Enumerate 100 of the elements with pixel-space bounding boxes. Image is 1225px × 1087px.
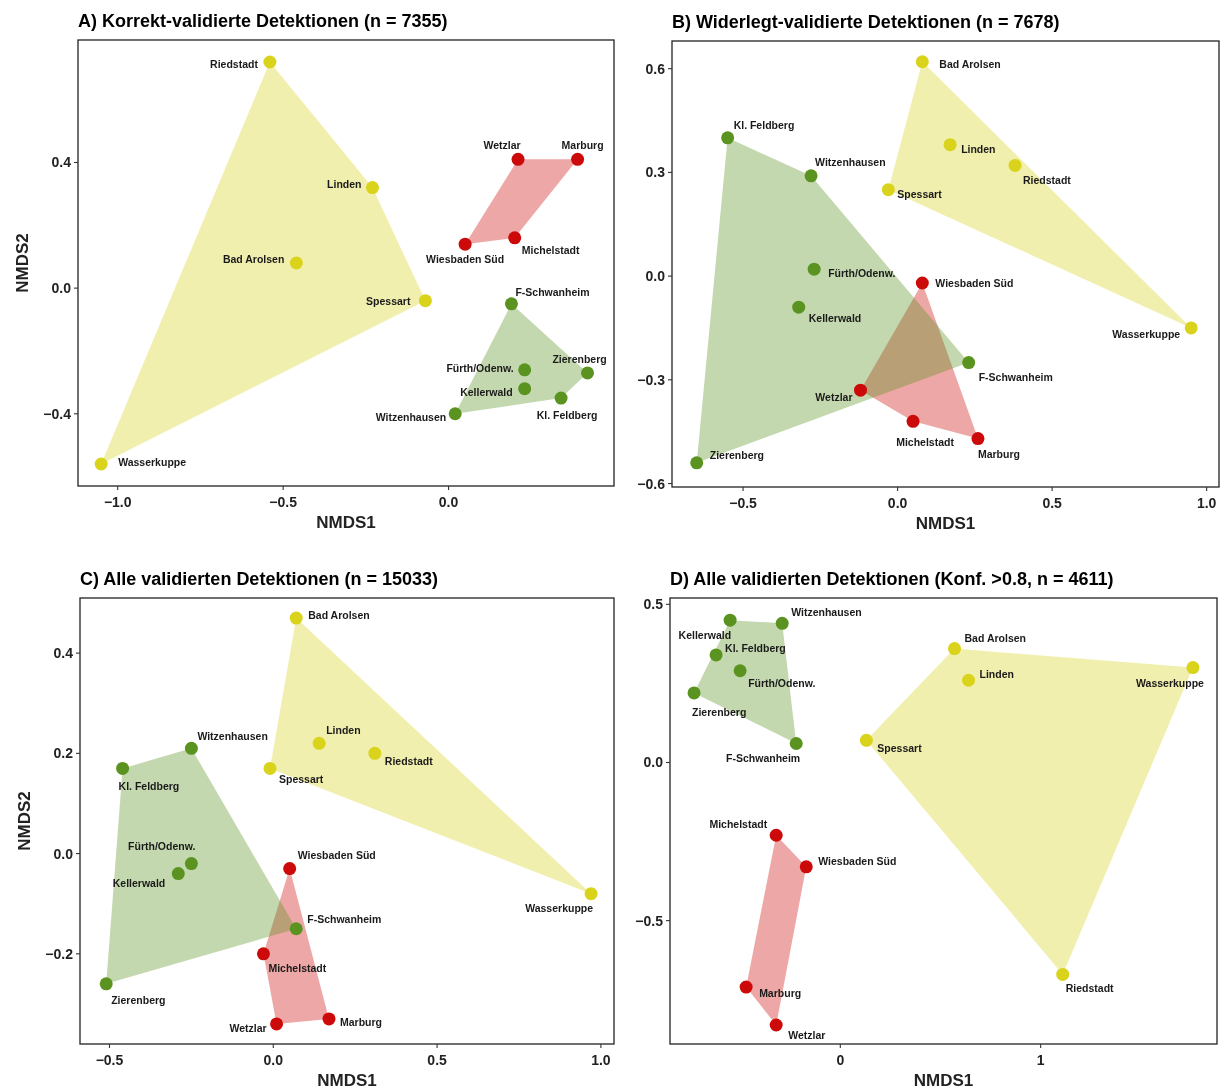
annotation: Spessart — [279, 773, 324, 786]
annotation: Zierenberg — [692, 705, 747, 718]
annotation: Wetzlar — [815, 391, 853, 404]
point — [289, 611, 303, 625]
annotation: Spessart — [366, 294, 411, 307]
point — [256, 947, 270, 961]
annotation: Marburg — [977, 447, 1020, 460]
y-axis-title: NMDS2 — [14, 791, 34, 851]
x-tick-label: 0 — [836, 1052, 845, 1068]
annotation: Zierenberg — [709, 448, 764, 461]
annotation: Marburg — [339, 1015, 382, 1028]
y-tick-label: 0.0 — [53, 845, 74, 862]
annotation: Bad Arolsen — [964, 631, 1026, 644]
point — [733, 664, 747, 678]
annotation: Wiesbaden Süd — [935, 277, 1014, 290]
annotation: Kl. Feldberg — [118, 780, 180, 793]
annotation: F-Schwanheim — [978, 370, 1053, 383]
point — [312, 736, 326, 750]
annotation: Michelstadt — [268, 961, 327, 974]
point — [508, 231, 522, 245]
annotation: Wiesbaden Süd — [426, 253, 505, 266]
annotation: Bad Arolsen — [939, 57, 1001, 70]
point — [171, 867, 185, 881]
point — [943, 138, 957, 152]
y-tick-label: 0.6 — [645, 60, 666, 77]
y-tick-label: 0.0 — [643, 754, 664, 771]
annotation: F-Schwanheim — [726, 751, 801, 764]
x-tick-label: 1.0 — [591, 1052, 611, 1068]
point — [554, 391, 568, 405]
x-tick-label: −0.5 — [95, 1052, 124, 1068]
point — [99, 977, 113, 991]
annotation: Bad Arolsen — [308, 609, 370, 622]
point — [511, 152, 525, 166]
point — [368, 746, 382, 760]
annotation: Wiesbaden Süd — [818, 854, 897, 867]
point — [1186, 661, 1200, 675]
point — [458, 237, 472, 251]
annotation: Fürth/Odenw. — [748, 676, 816, 689]
point — [971, 432, 985, 446]
point — [723, 613, 737, 627]
annotation: Riedstadt — [1065, 982, 1115, 995]
annotation: Zierenberg — [111, 993, 166, 1006]
annotation: Bad Arolsen — [222, 253, 285, 265]
annotation: Kellerwald — [808, 312, 862, 325]
x-axis-title: NMDS1 — [913, 1070, 974, 1087]
point — [804, 169, 818, 183]
annotation: Witzenhausen — [791, 606, 862, 619]
point — [709, 648, 723, 662]
point — [721, 131, 735, 145]
annotation: Linden — [326, 724, 361, 737]
annotation: Wetzlar — [483, 139, 521, 152]
x-tick-label: 0.5 — [427, 1052, 448, 1068]
point — [807, 262, 821, 276]
x-axis-title: NMDS1 — [317, 1070, 377, 1087]
y-tick-label: 0.0 — [645, 268, 666, 285]
point — [881, 183, 895, 197]
x-axis-title: NMDS1 — [915, 513, 976, 533]
chart-title: A) Korrekt-validierte Detektionen (n = 7355) — [78, 11, 448, 31]
y-tick-label: 0.4 — [53, 645, 74, 662]
point — [1184, 321, 1198, 335]
y-tick-label: 0.5 — [643, 596, 664, 613]
annotation: Wasserkuppe — [1112, 327, 1181, 340]
annotation: Spessart — [897, 187, 943, 200]
annotation: Wasserkuppe — [1136, 676, 1205, 689]
annotation: Marburg — [759, 987, 802, 1000]
point — [690, 456, 704, 470]
point — [962, 673, 976, 687]
point — [1008, 158, 1022, 172]
annotation: Kl. Feldberg — [725, 641, 786, 654]
point — [184, 857, 198, 871]
annotation: Wasserkuppe — [118, 456, 187, 469]
annotation: Wetzlar — [788, 1029, 826, 1042]
x-tick-label: 0.0 — [263, 1052, 284, 1068]
annotation: Spessart — [877, 742, 923, 755]
point — [184, 741, 198, 755]
point — [448, 407, 462, 421]
point — [687, 686, 701, 700]
annotation: F-Schwanheim — [515, 285, 590, 298]
point — [283, 862, 297, 876]
point — [915, 276, 929, 290]
point — [799, 860, 813, 874]
x-tick-label: 0.0 — [887, 495, 908, 511]
point — [289, 256, 303, 270]
annotation: Wiesbaden Süd — [297, 848, 376, 861]
point — [915, 55, 929, 69]
y-tick-label: −0.4 — [43, 405, 72, 422]
chart-title: C) Alle validierten Detektionen (n = 15033) — [80, 569, 438, 589]
annotation: Kellerwald — [460, 385, 513, 398]
point — [571, 152, 585, 166]
point — [769, 1018, 783, 1032]
x-axis-title: NMDS1 — [316, 512, 376, 532]
point — [769, 828, 783, 842]
x-tick-label: 1 — [1036, 1052, 1045, 1068]
y-tick-label: 0.3 — [645, 164, 666, 181]
point — [948, 642, 962, 656]
y-tick-label: −0.5 — [635, 912, 664, 929]
annotation: Fürth/Odenw. — [446, 361, 514, 374]
annotation: Kellerwald — [112, 876, 166, 889]
y-tick-label: −0.3 — [637, 371, 666, 388]
point — [962, 356, 976, 370]
